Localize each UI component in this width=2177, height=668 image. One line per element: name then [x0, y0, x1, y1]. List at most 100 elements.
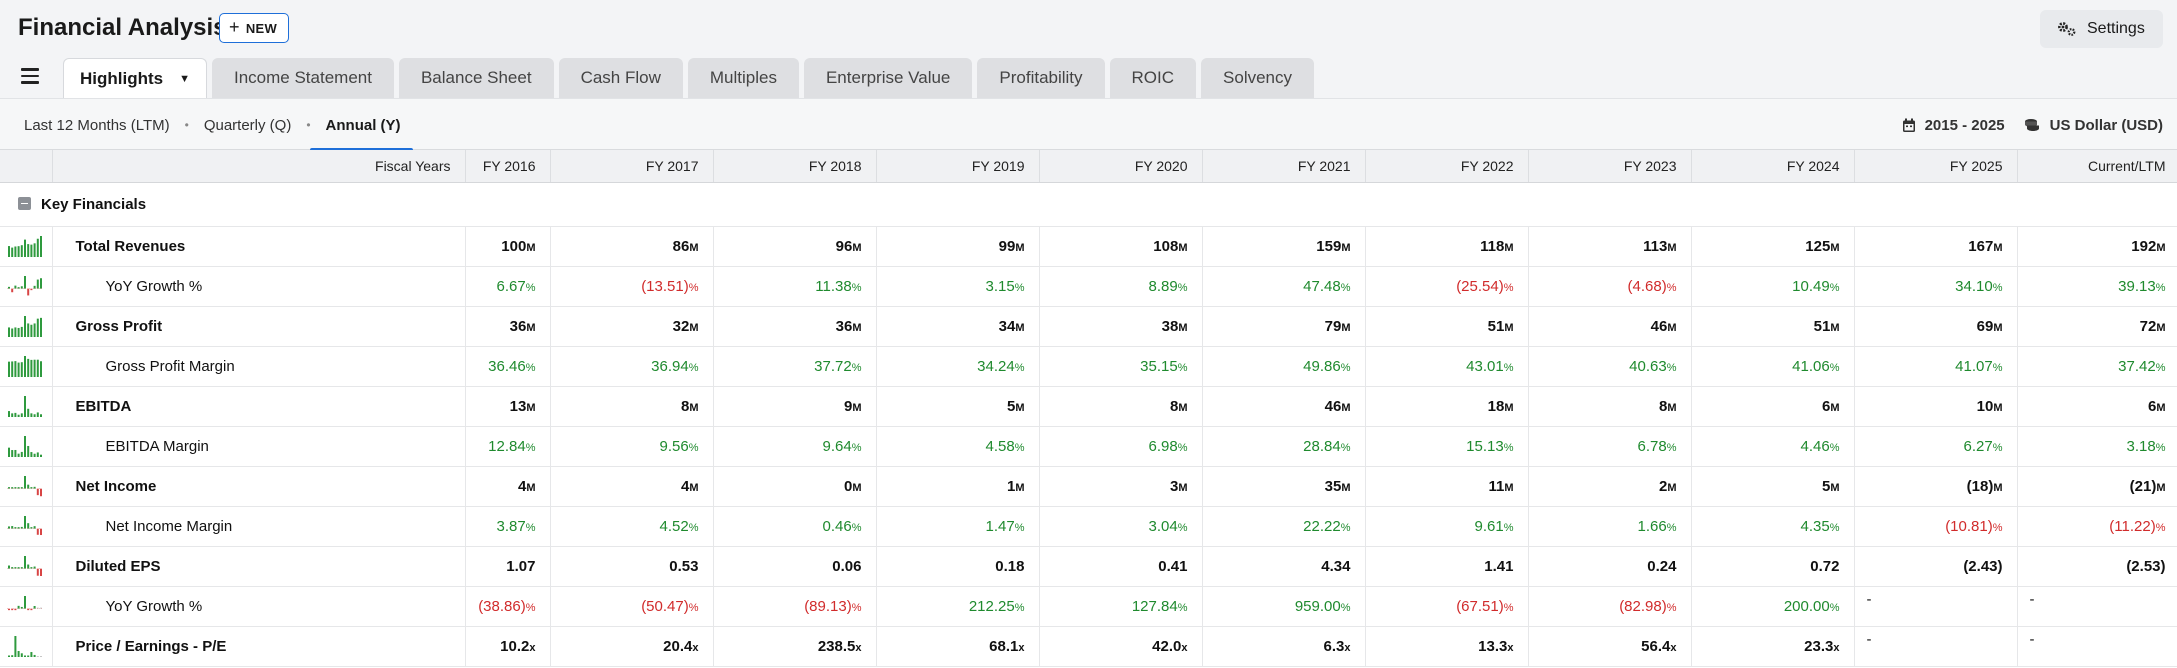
value-cell: 0.18	[876, 546, 1040, 587]
value-cell: (13.51)%	[550, 266, 714, 307]
tab-roic[interactable]: ROIC	[1109, 58, 1197, 98]
sparkline-cell[interactable]	[0, 266, 53, 307]
value-number: 3.18	[2126, 437, 2156, 455]
sparkline-bar	[33, 243, 36, 257]
sparkline-bar	[30, 288, 33, 291]
value-unit: %	[1992, 441, 2003, 454]
sparkline-cell[interactable]	[0, 426, 53, 467]
tab-multiples[interactable]: Multiples	[687, 58, 799, 98]
calendar-icon	[1902, 118, 1915, 132]
value-cell: -	[2017, 586, 2177, 627]
sparkline-cell[interactable]	[0, 506, 53, 547]
value-cell: 12.84%	[465, 426, 551, 467]
value-unit: %	[688, 361, 699, 374]
sparkline-cell[interactable]	[0, 346, 53, 387]
sparkline-bar	[20, 653, 23, 657]
value-number: 51	[1813, 317, 1831, 335]
row-price-earnings[interactable]: Price / Earnings - P/E 10.2x 20.4x 238.5x 68…	[0, 626, 2177, 667]
value-unit: M	[526, 481, 536, 494]
value-number: 9	[843, 397, 853, 415]
sparkline-cell[interactable]	[0, 226, 53, 267]
value-cell: 100M	[465, 226, 551, 267]
tab-highlights[interactable]: Highlights ▼	[63, 58, 207, 98]
sparkline-bar	[33, 566, 36, 569]
period-ltm[interactable]: Last 12 Months (LTM)	[24, 99, 170, 151]
sparkline-cell[interactable]	[0, 546, 53, 587]
sparkline-cell[interactable]	[0, 586, 53, 627]
value-number: 159	[1316, 237, 1342, 255]
tab-income-statement[interactable]: Income Statement	[212, 58, 394, 98]
period-selector: Last 12 Months (LTM) • Quarterly (Q) • A…	[24, 99, 413, 152]
table-header-row: Fiscal Years FY 2016 FY 2017 FY 2018 FY 201…	[0, 150, 2177, 183]
sparkline-bar	[33, 359, 36, 377]
value-unit: %	[688, 281, 699, 294]
sparkline-bar	[30, 652, 33, 657]
row-net-income-margin[interactable]: Net Income Margin 3.87% 4.52% 0.46% 1.47% 3.0…	[0, 506, 2177, 547]
value-cell: 35.15%	[1039, 346, 1203, 387]
sparkline-bar	[11, 288, 14, 293]
sparkline-bar	[30, 413, 33, 417]
row-net-income[interactable]: Net Income 4M 4M 0M 1M 3M 35M 11M 2M 5M (18)M (21)M	[0, 466, 2177, 507]
value-number: 69	[1976, 317, 1994, 335]
value-unit: M	[1830, 241, 1840, 254]
tab-profitability[interactable]: Profitability	[977, 58, 1105, 98]
new-button-label: NEW	[245, 20, 278, 36]
row-ebitda-margin[interactable]: EBITDA Margin 12.84% 9.56% 9.64% 4.58% 6.98% 2…	[0, 426, 2177, 467]
value-cell: (18)M	[1854, 466, 2018, 507]
collapse-icon[interactable]	[18, 196, 31, 210]
date-range-picker[interactable]: 2015 - 2025	[1902, 117, 2005, 134]
row-eps-yoy-growth[interactable]: YoY Growth % (38.86)% (50.47)% (89.13)% 212.…	[0, 586, 2177, 627]
sparkline-bar	[20, 451, 23, 457]
tab-solvency[interactable]: Solvency	[1201, 58, 1315, 98]
value-cell: 4.58%	[876, 426, 1040, 467]
value-cell: 42.0x	[1039, 626, 1203, 667]
currency-selector[interactable]: US Dollar (USD)	[2023, 117, 2163, 134]
period-annual[interactable]: Annual (Y)	[309, 99, 413, 152]
sparkline-bar	[30, 527, 33, 529]
row-diluted-eps[interactable]: Diluted EPS 1.07 0.53 0.06 0.18 0.41 4.34 1.41 0…	[0, 546, 2177, 587]
sparkline-cell[interactable]	[0, 306, 53, 347]
value-number: 0.24	[1647, 557, 1677, 575]
value-number: 0.06	[832, 557, 862, 575]
value-number: 56.4	[1641, 637, 1671, 655]
value-cell: 192M	[2017, 226, 2177, 267]
value-number: (10.81)	[1945, 517, 1993, 535]
value-number: 2	[1658, 477, 1668, 495]
sparkline-cell[interactable]	[0, 466, 53, 507]
row-gross-profit-margin[interactable]: Gross Profit Margin 36.46% 36.94% 37.72% 34.…	[0, 346, 2177, 387]
value-number: 43.01	[1466, 357, 1504, 375]
value-unit: x	[1833, 641, 1840, 654]
row-gross-profit[interactable]: Gross Profit 36M 32M 36M 34M 38M 79M 51M 46M 51M 6…	[0, 306, 2177, 347]
value-unit: %	[1666, 441, 1677, 454]
value-unit: %	[525, 441, 536, 454]
sparkline-cell[interactable]	[0, 386, 53, 427]
sparkline-cell[interactable]	[0, 626, 53, 667]
row-label: Diluted EPS	[52, 546, 466, 587]
new-button[interactable]: + NEW	[219, 13, 290, 43]
value-number: 99	[998, 237, 1016, 255]
value-number: 47.48	[1303, 277, 1341, 295]
tab-balance-sheet[interactable]: Balance Sheet	[398, 58, 554, 98]
value-cell: 4M	[550, 466, 714, 507]
value-number: 3.15	[985, 277, 1015, 295]
value-unit: %	[1177, 281, 1188, 294]
sparkline-bar	[24, 596, 26, 609]
hamburger-menu-icon[interactable]	[21, 68, 39, 84]
row-revenue-yoy-growth[interactable]: YoY Growth % 6.67% (13.51)% 11.38% 3.15% 8.89…	[0, 266, 2177, 307]
tab-cash-flow[interactable]: Cash Flow	[558, 58, 683, 98]
value-unit: M	[1504, 401, 1514, 414]
period-quarterly[interactable]: Quarterly (Q)	[204, 99, 292, 151]
settings-button[interactable]: Settings	[2040, 10, 2163, 48]
sparkline-bar	[17, 246, 20, 257]
value-number: 11	[1488, 477, 1505, 495]
value-unit: %	[1177, 601, 1188, 614]
row-ebitda[interactable]: EBITDA 13M 8M 9M 5M 8M 46M 18M 8M 6M 10M 6M	[0, 386, 2177, 427]
fiscal-years-header: Fiscal Years	[52, 150, 466, 183]
row-total-revenues[interactable]: Total Revenues 100M 86M 96M 99M 108M 159M 118M 1…	[0, 226, 2177, 267]
sparkline-chart	[8, 636, 42, 657]
row-label: EBITDA	[52, 386, 466, 427]
value-unit: %	[525, 281, 536, 294]
tab-enterprise-value[interactable]: Enterprise Value	[803, 58, 973, 98]
sparkline-bar	[17, 487, 20, 489]
value-number: 0.72	[1810, 557, 1840, 575]
